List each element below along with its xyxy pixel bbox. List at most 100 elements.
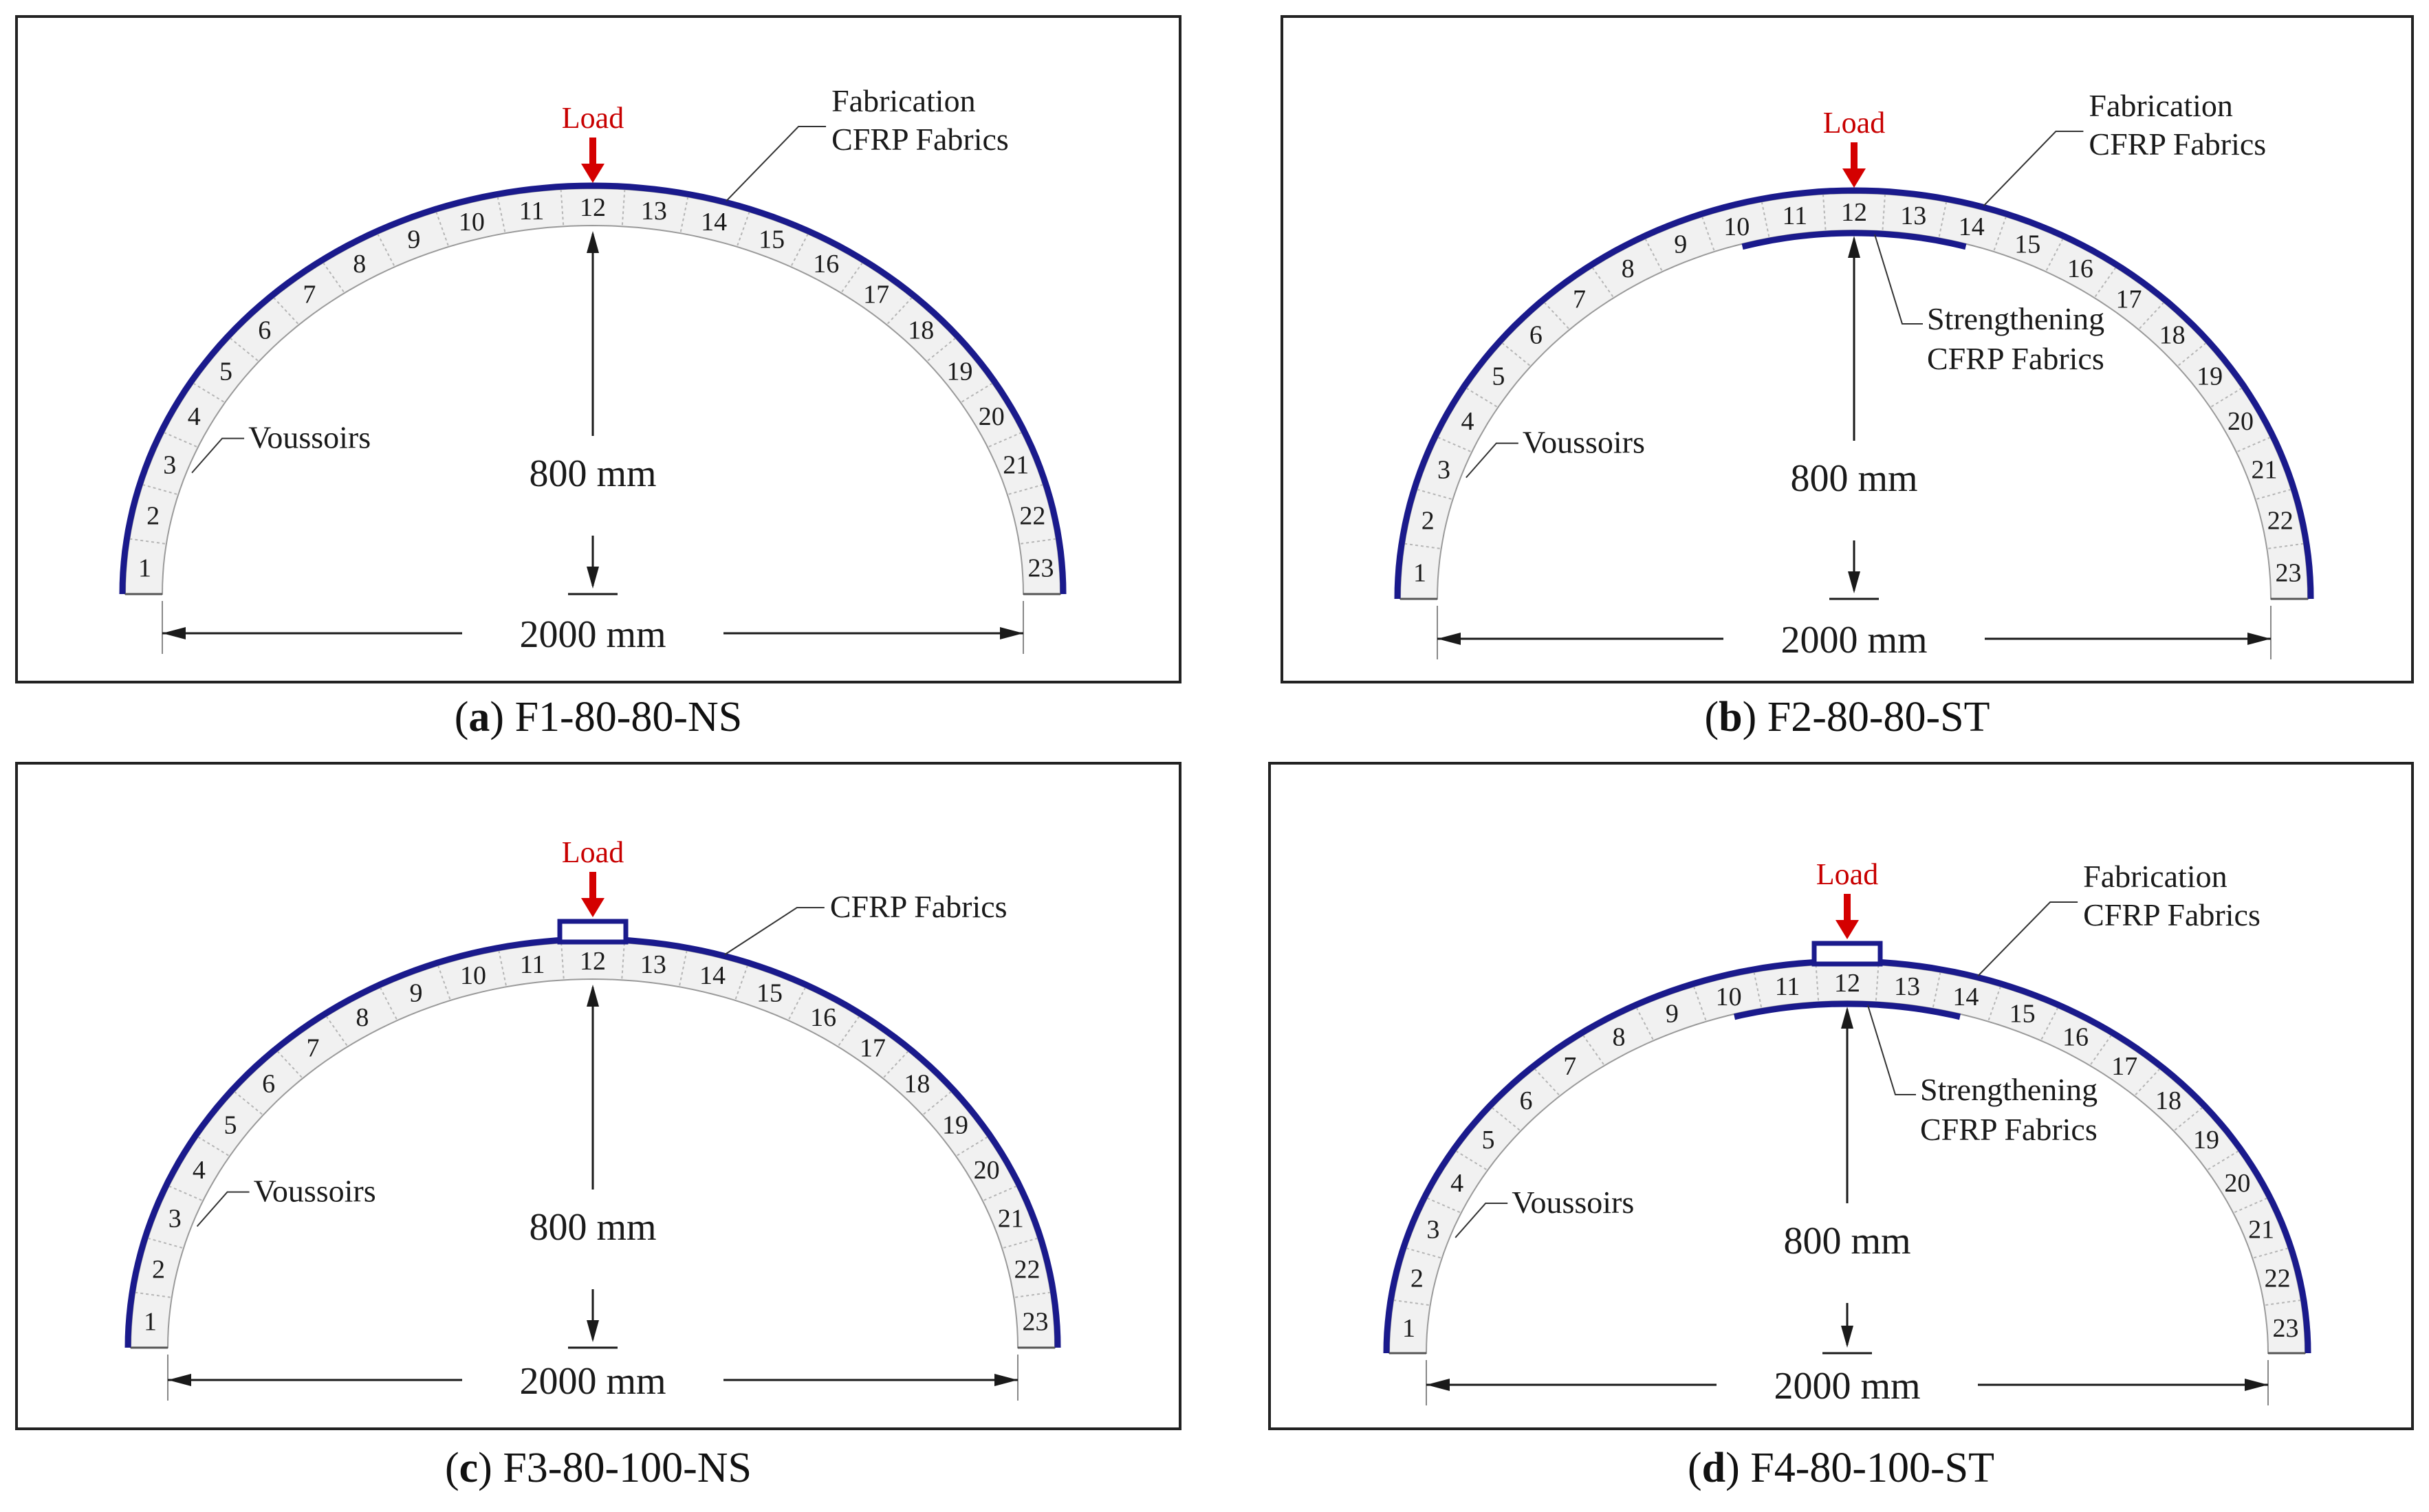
fabrication-cfrp-fabric [1394, 187, 2314, 600]
voussoir-number: 18 [908, 316, 934, 345]
panel-a: 1 2 3 4 5 6 7 8 9 10 11 12 13 14 15 16 17 18 19 20 21 22 23 Loa… [15, 15, 1181, 683]
voussoir-number: 20 [979, 402, 1005, 431]
voussoir-joint [2210, 387, 2243, 408]
voussoir-number: 3 [1426, 1215, 1439, 1244]
strengthening-cfrp-fabric [1741, 230, 1967, 250]
voussoir-number: 17 [2111, 1052, 2137, 1081]
voussoir-joint [1406, 1247, 1442, 1259]
strengthening-label-line1: Strengthening [1920, 1072, 2098, 1107]
voussoir-number: 4 [1450, 1169, 1463, 1198]
voussoir-joint [1014, 1291, 1051, 1299]
voussoir-joint [1455, 1150, 1488, 1171]
voussoir-joint [1932, 972, 1941, 1009]
voussoir-number: 15 [756, 979, 783, 1008]
fabrication-leader [724, 907, 825, 956]
voussoir-joint [147, 1237, 184, 1249]
voussoir-joint [2264, 1299, 2301, 1306]
voussoir-number: 8 [1622, 254, 1635, 283]
voussoir-number: 5 [219, 357, 232, 386]
voussoir-number: 13 [1900, 201, 1926, 230]
panel-c: 1 2 3 4 5 6 7 8 9 10 11 12 13 14 15 16 17 18 19 20 21 22 23 Loa… [15, 762, 1181, 1430]
voussoirs-label: Voussoirs [248, 420, 371, 455]
voussoir-number: 14 [699, 961, 726, 990]
voussoir-joint [1822, 194, 1827, 232]
voussoir-joint [926, 337, 957, 362]
rise-arrow-down [587, 1320, 599, 1342]
voussoir-number: 7 [303, 280, 316, 309]
span-arrow-right [994, 1374, 1018, 1386]
voussoir-joint [787, 987, 807, 1021]
rise-arrow-up [587, 985, 599, 1007]
voussoirs-leader [1455, 1202, 1508, 1238]
voussoir-number: 17 [2115, 285, 2142, 314]
fabrication-leader [1977, 901, 2078, 977]
caption-a: (a) F1-80-80-NS [454, 694, 743, 741]
voussoir-number: 4 [193, 1156, 206, 1185]
voussoir-number: 8 [356, 1003, 369, 1032]
span-label: 2000 mm [1780, 619, 1927, 661]
caption-name: F1-80-80-NS [514, 694, 743, 741]
span-arrow-right [1000, 627, 1023, 639]
voussoir-joint [790, 233, 809, 267]
voussoir-number: 9 [1674, 230, 1687, 259]
voussoir-number: 11 [519, 197, 545, 226]
voussoir-joint [987, 432, 1023, 448]
voussoir-joint [1466, 387, 1499, 408]
voussoir-joint [2173, 1107, 2203, 1132]
voussoir-joint [1019, 538, 1056, 545]
voussoir-number: 22 [2265, 1264, 2291, 1293]
voussoir-joint [982, 1185, 1017, 1202]
voussoir-joint [1701, 216, 1716, 252]
voussoir-joint [1007, 483, 1044, 496]
voussoir-number: 21 [998, 1204, 1024, 1233]
voussoir-joint [197, 1136, 230, 1157]
strengthening-cfrp-fabric [1734, 1000, 1961, 1020]
span-arrow-right [2245, 1379, 2268, 1391]
voussoir-joint [163, 432, 199, 448]
caption-letter: d [1701, 1445, 1726, 1491]
voussoir-number: 9 [410, 979, 423, 1008]
strengthening-leader [1874, 234, 1923, 325]
rise-label: 800 mm [529, 452, 656, 495]
load-arrow-head [581, 164, 604, 183]
voussoir-number: 19 [2193, 1126, 2219, 1154]
voussoir-joint [2236, 437, 2271, 453]
voussoir-joint [2045, 238, 2064, 272]
voussoir-joint [325, 1016, 349, 1047]
strengthening-label-line2: CFRP Fabrics [1920, 1112, 2098, 1147]
fabrication-label-line1: Fabrication [2083, 859, 2228, 894]
voussoir-number: 11 [520, 950, 545, 979]
voussoir-joint [1938, 201, 1948, 239]
voussoir-number: 2 [1410, 1264, 1424, 1293]
load-label: Load [1816, 857, 1878, 891]
voussoirs-leader [196, 1191, 250, 1227]
voussoirs-label: Voussoirs [254, 1174, 376, 1209]
voussoir-number: 9 [407, 226, 420, 254]
voussoir-number: 12 [1841, 198, 1867, 227]
voussoir-joint [679, 197, 689, 234]
voussoir-joint [377, 233, 395, 267]
voussoir-joint [1501, 342, 1532, 367]
voussoir-number: 7 [306, 1033, 319, 1062]
voussoir-number: 15 [759, 226, 785, 254]
strengthening-label-line1: Strengthening [1927, 301, 2104, 336]
voussoir-number: 1 [1413, 559, 1426, 588]
span-label: 2000 mm [519, 1360, 666, 1403]
fabrication-leader [726, 126, 827, 202]
voussoir-number: 19 [946, 357, 972, 386]
voussoir-joint [2089, 1035, 2112, 1066]
voussoir-number: 11 [1783, 201, 1808, 230]
voussoir-joint [560, 189, 565, 227]
voussoir-number: 1 [144, 1308, 157, 1337]
voussoir-number: 13 [640, 950, 666, 979]
voussoir-number: 7 [1573, 285, 1586, 314]
voussoir-number: 12 [580, 947, 606, 976]
fabrication-leader [1983, 131, 2084, 207]
rise-arrow-up [1848, 236, 1860, 258]
rise-arrow-up [1841, 1007, 1853, 1029]
voussoir-joint [840, 262, 863, 294]
voussoir-joint [1815, 965, 1820, 1002]
load-arrow-shaft [1844, 894, 1851, 921]
